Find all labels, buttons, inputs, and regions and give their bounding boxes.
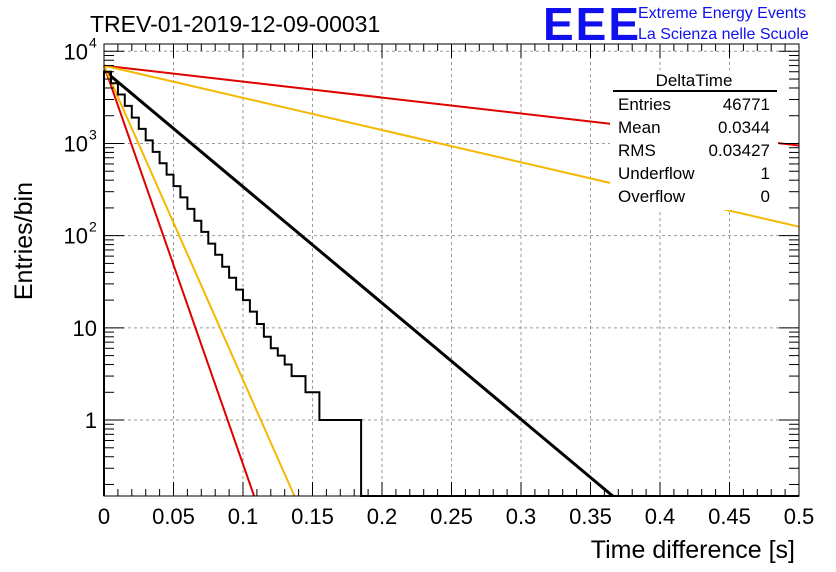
stats-value: 0.03427 [709, 141, 770, 160]
y-tick-exponent: 3 [89, 126, 97, 142]
stats-title: DeltaTime [656, 71, 733, 90]
fit-line [103, 69, 614, 498]
x-tick-label: 0.05 [152, 504, 195, 529]
eee-logo: EEE [543, 0, 641, 50]
x-tick-label: 0.4 [645, 504, 676, 529]
x-tick-label: 0.35 [569, 504, 612, 529]
y-tick-label: 10 [64, 224, 88, 249]
stats-label: Underflow [618, 164, 695, 183]
x-tick-label: 0.15 [291, 504, 334, 529]
fit-line [103, 65, 296, 497]
x-tick-label: 0.1 [228, 504, 259, 529]
stats-label: Mean [618, 118, 661, 137]
stats-value: 46771 [723, 95, 770, 114]
y-axis-title: Entries/bin [10, 182, 38, 300]
stats-box: DeltaTime Entries 46771 Mean 0.0344 RMS 0.034… [610, 70, 778, 210]
fit-line [103, 65, 256, 497]
x-axis-title: Time difference [s] [591, 536, 795, 564]
y-tick-label: 10 [64, 39, 88, 64]
x-tick-label: 0.5 [784, 504, 815, 529]
stats-label: Overflow [618, 187, 686, 206]
stats-value: 0 [761, 187, 770, 206]
stats-label: RMS [618, 141, 656, 160]
y-tick-label: 10 [73, 316, 97, 341]
x-tick-label: 0.45 [708, 504, 751, 529]
org-name: Extreme Energy Events [638, 5, 806, 22]
x-tick-label: 0 [98, 504, 110, 529]
y-tick-label: 10 [64, 131, 88, 156]
y-tick-exponent: 2 [89, 219, 97, 235]
org-subtitle: La Scienza nelle Scuole [638, 26, 809, 43]
stats-value: 1 [761, 164, 770, 183]
stats-label: Entries [618, 95, 671, 114]
y-tick-label: 1 [85, 408, 97, 433]
x-tick-label: 0.2 [367, 504, 398, 529]
x-axis-ticks: 0 0.05 0.1 0.15 0.2 0.25 0.3 0.35 0.4 0.45 0.5 [98, 44, 814, 529]
y-tick-exponent: 4 [89, 34, 97, 50]
x-tick-label: 0.25 [430, 504, 473, 529]
x-tick-label: 0.3 [506, 504, 537, 529]
run-title: TREV-01-2019-12-09-00031 [90, 11, 380, 37]
stats-value: 0.0344 [718, 118, 770, 137]
